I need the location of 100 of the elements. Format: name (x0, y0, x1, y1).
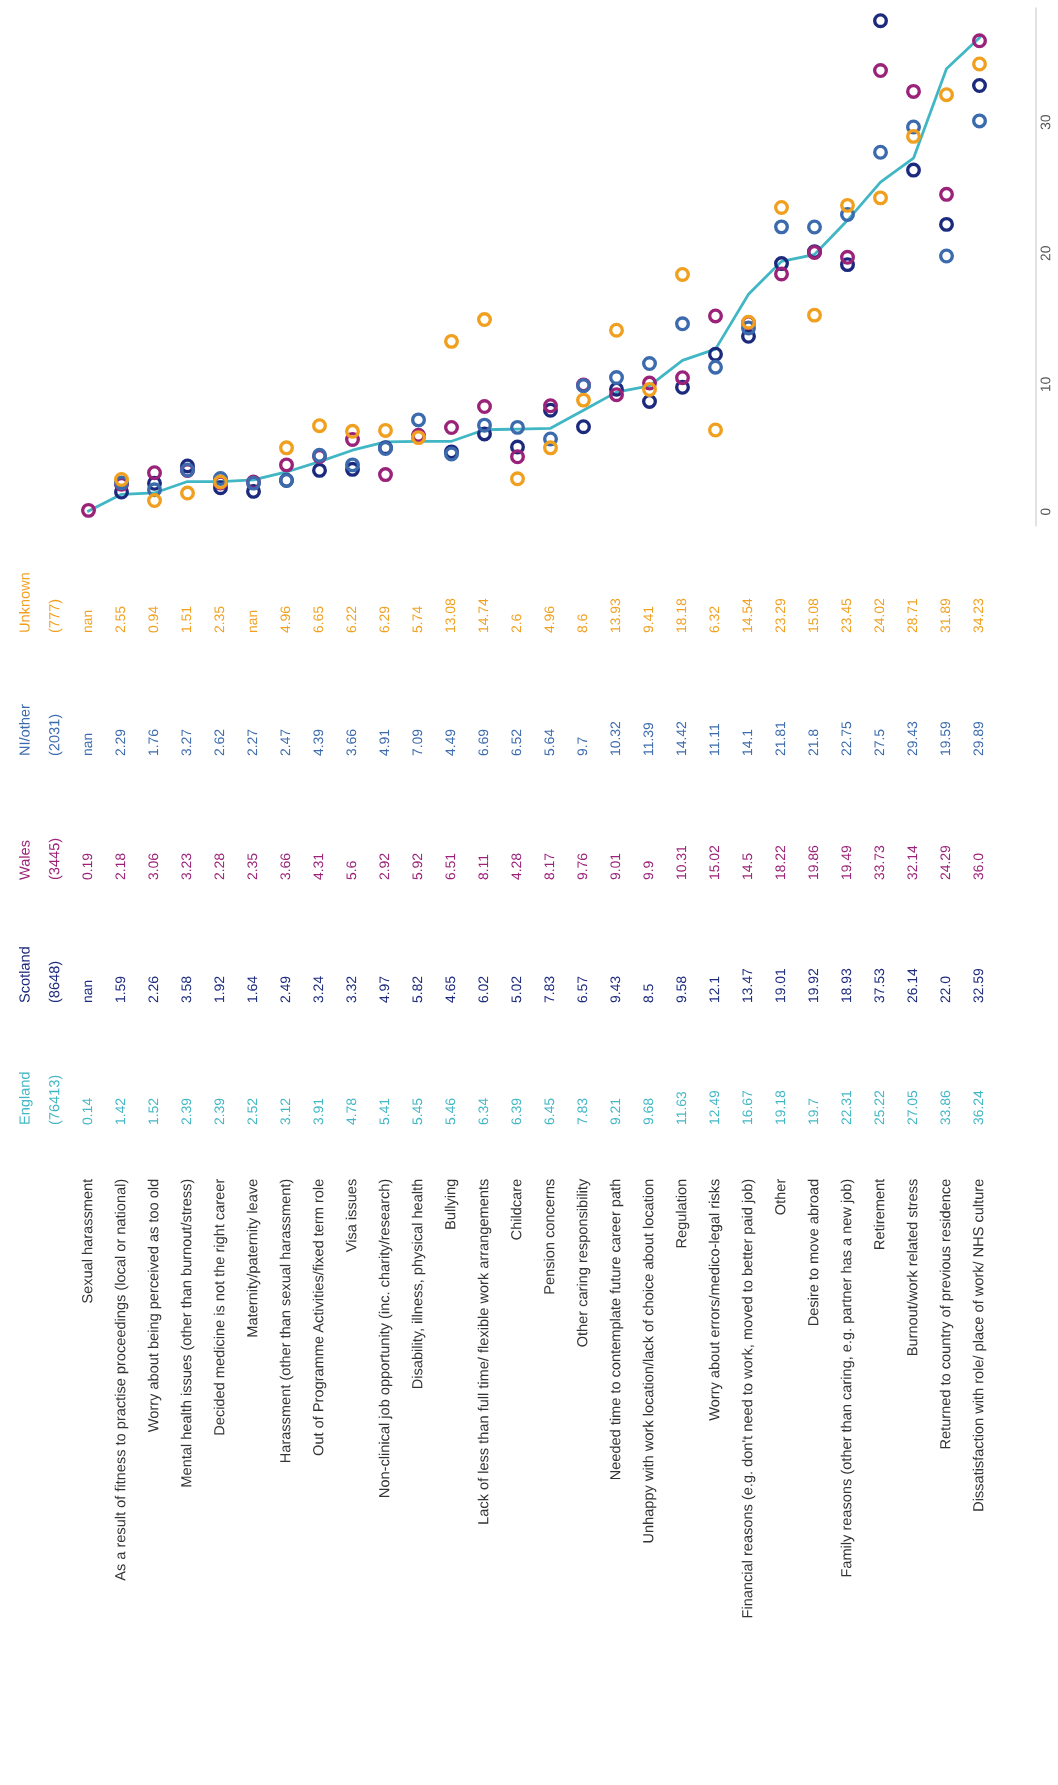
data-label: 3.06 (148, 853, 159, 880)
data-label: 7.09 (412, 729, 423, 756)
x-tick-label: Burnout/work related stress (906, 1179, 918, 1356)
x-tick-label: Unhappy with work location/lack of choice about location (642, 1179, 657, 1543)
data-label: 32.59 (973, 968, 984, 1003)
data-label: 1.42 (115, 1098, 126, 1124)
y2-tick-label: 20 (1040, 246, 1051, 261)
data-label: 18.22 (775, 845, 786, 879)
data-label: 9.43 (610, 976, 621, 1003)
data-label: 2.39 (214, 1098, 225, 1125)
data-label: 9.41 (643, 606, 654, 633)
data-label: 5.82 (412, 976, 423, 1003)
x-tick-label: Other caring responsibility (576, 1178, 591, 1347)
data-label: 1.59 (115, 976, 126, 1002)
data-label: 9.9 (643, 861, 654, 880)
data-label: 32.14 (907, 845, 918, 880)
data-label: 4.78 (346, 1098, 357, 1125)
data-label: 26.14 (907, 968, 918, 1003)
data-label: 11.63 (676, 1091, 687, 1124)
x-tick-label: Other (774, 1179, 786, 1215)
data-label: 6.29 (379, 606, 390, 633)
x-tick-label: Lack of less than full time/ flexible work arrangements (477, 1179, 492, 1524)
data-label: 2.35 (247, 853, 258, 880)
y2-tick-label: 10 (1040, 377, 1051, 392)
data-label: 6.52 (511, 729, 522, 756)
data-label: 2.6 (511, 614, 522, 633)
data-label: 19.18 (775, 1090, 786, 1124)
data-label: 8.11 (478, 854, 489, 880)
data-label: 11.39 (643, 722, 654, 755)
data-label: 12.49 (709, 1090, 720, 1124)
data-label: 19.86 (808, 845, 819, 879)
x-tick-label: Non-clinical job opportunity (inc. charity/research) (378, 1179, 393, 1497)
data-label: 3.91 (313, 1098, 324, 1125)
x-tick-label: Sexual harassment (81, 1178, 93, 1303)
data-label: 22.75 (841, 721, 852, 756)
data-label: 29.43 (907, 721, 918, 756)
x-tick-label: Visa issues (345, 1179, 357, 1253)
x-tick-label: Desire to move abroad (807, 1179, 819, 1326)
data-label: 21.8 (808, 729, 819, 756)
x-tick-label: Mental health issues (other than burnout/stress) (180, 1179, 195, 1487)
data-label: 4.39 (313, 729, 324, 756)
data-label: 3.27 (181, 729, 192, 756)
data-label: 14.42 (676, 721, 687, 755)
data-label: 3.66 (346, 729, 357, 756)
data-label: 5.45 (412, 1098, 423, 1125)
data-label: 6.02 (478, 976, 489, 1003)
data-label: 0.94 (148, 606, 159, 633)
data-label: 6.45 (544, 1098, 555, 1125)
x-tick-label: Regulation (675, 1179, 690, 1248)
data-label: 19.59 (940, 721, 951, 755)
x-tick-label: Worry about errors/medico-legal risks (708, 1179, 723, 1421)
data-label: 5.74 (412, 606, 423, 633)
x-tick-label: Disability, illness, physical health (411, 1179, 426, 1389)
data-label: 0.19 (82, 853, 93, 880)
data-label: 4.96 (280, 606, 291, 633)
x-tick-label: Pension concerns (543, 1179, 555, 1294)
data-label: 6.22 (346, 606, 357, 633)
y2-tick-label: 30 (1040, 114, 1051, 130)
data-label: 6.51 (445, 853, 456, 880)
data-label: 13.93 (610, 598, 621, 632)
data-label: 6.69 (478, 729, 489, 756)
data-label: 21.81 (775, 721, 786, 756)
data-label: 1.51 (181, 606, 192, 632)
data-label: 11.11 (709, 723, 720, 755)
text: NI/other (2031) (19, 704, 63, 756)
data-label: 5.92 (412, 853, 423, 880)
data-label: 3.66 (280, 853, 291, 880)
data-label: 9.68 (643, 1098, 654, 1125)
x-tick-label: Out of Programme Activities/fixed term role (312, 1179, 327, 1456)
data-label: 8.5 (643, 984, 654, 1003)
text: nan (249, 610, 258, 633)
data-label: 36.0 (973, 853, 984, 880)
data-label: 4.28 (511, 853, 522, 880)
text: nan (84, 980, 93, 1003)
data-label: 2.27 (247, 729, 258, 756)
data-label: 9.7 (577, 737, 588, 756)
data-label: 18.18 (676, 598, 687, 632)
data-label: 1.92 (214, 976, 225, 1002)
y2-tick-label: 0 (1040, 508, 1051, 516)
data-label: 0.14 (82, 1098, 93, 1125)
data-label: 4.65 (445, 976, 456, 1003)
data-label: 3.23 (181, 853, 192, 880)
x-tick-label: Financial reasons (e.g. don't need to work, moved to better paid job) (741, 1179, 756, 1618)
data-label: 5.02 (511, 976, 522, 1003)
data-label: 31.89 (940, 598, 951, 633)
data-label: 10.32 (610, 721, 621, 755)
data-label: 15.02 (709, 845, 720, 879)
x-tick-label: Needed time to contemplate future career path (609, 1179, 624, 1480)
x-tick-label: As a result of fitness to practise proceedings (local or national) (114, 1179, 129, 1581)
data-label: 19.49 (841, 845, 852, 879)
data-label: 9.21 (610, 1098, 621, 1125)
data-label: 3.12 (280, 1098, 291, 1125)
data-label: 6.39 (511, 1098, 522, 1125)
x-tick-label: Family reasons (other than caring, e.g. partner has a new job) (840, 1179, 855, 1577)
data-label: 15.08 (808, 598, 819, 632)
data-label: 2.92 (379, 853, 390, 880)
x-tick-label: Worry about being perceived as too old (147, 1179, 162, 1433)
x-tick-label: Childcare (510, 1179, 522, 1240)
data-label: 2.52 (247, 1098, 258, 1125)
data-label: 24.02 (874, 598, 885, 633)
